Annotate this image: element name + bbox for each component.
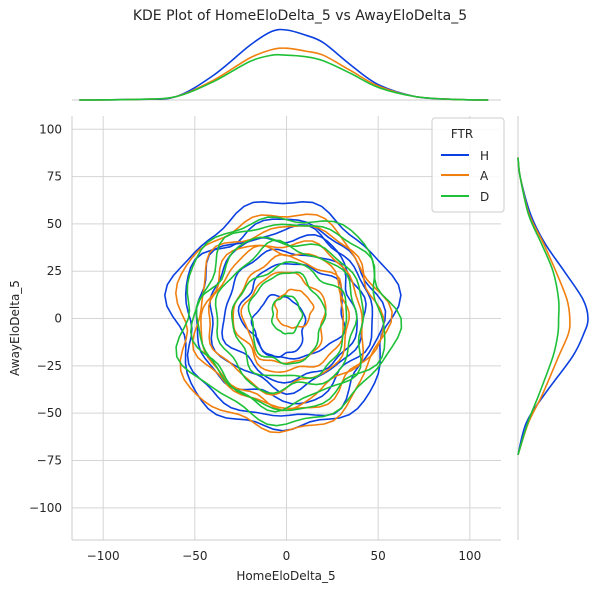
x-tick-label: 50	[371, 549, 386, 563]
marginal-x-curve-a	[79, 47, 489, 101]
x-axis-label: HomeEloDelta_5	[236, 569, 335, 583]
x-tick-label: −50	[182, 549, 207, 563]
legend-entry-d: D	[480, 190, 489, 204]
legend-title: FTR	[451, 127, 473, 141]
legend-frame	[431, 117, 505, 213]
marginal-y-curve-h	[517, 157, 589, 456]
contour-h	[237, 262, 347, 360]
contour-a	[273, 288, 315, 329]
legend: FTR H A D	[431, 117, 505, 213]
contour-d	[214, 239, 358, 395]
y-tick-label: 75	[47, 170, 62, 184]
contour-a	[232, 253, 344, 374]
contour-h	[163, 200, 402, 432]
marginal-x-curve-h	[79, 28, 489, 101]
y-tick-label: 25	[47, 264, 62, 278]
y-tick-label: 0	[54, 312, 62, 326]
contour-d	[189, 223, 386, 412]
main-grid	[72, 116, 501, 540]
contour-d	[230, 260, 348, 380]
y-tick-label: −50	[37, 406, 62, 420]
contour-d	[247, 271, 327, 366]
contour-d	[195, 236, 365, 413]
x-tick-label: 100	[458, 549, 481, 563]
y-tick-label: −75	[37, 454, 62, 468]
y-tick-label: 50	[47, 217, 62, 231]
y-tick-label: −100	[29, 501, 62, 515]
x-tick-label: −100	[87, 549, 120, 563]
contour-a	[191, 224, 385, 410]
y-tick-label: −25	[37, 359, 62, 373]
x-tick-label: 0	[283, 549, 291, 563]
contour-h	[209, 233, 367, 396]
legend-entry-h: H	[480, 149, 489, 163]
y-tick-label: 100	[39, 122, 62, 136]
contour-a	[200, 240, 365, 412]
marginal-x-kde	[72, 28, 501, 101]
y-axis-label: AwayEloDelta_5	[8, 280, 22, 376]
axes-layer: −100 −50 0 50 100 −100 −75 −50 −25 0 25 50 75 100	[29, 116, 501, 563]
contour-d	[271, 294, 304, 335]
marginal-y-kde	[517, 116, 589, 540]
chart-title: KDE Plot of HomeEloDelta_5 vs AwayEloDel…	[133, 8, 467, 24]
contour-d	[175, 216, 403, 427]
legend-entry-a: A	[480, 169, 489, 183]
marginal-x-curve-d	[79, 53, 489, 101]
marginal-y-curve-d	[517, 157, 560, 456]
contour-layer	[163, 200, 403, 434]
